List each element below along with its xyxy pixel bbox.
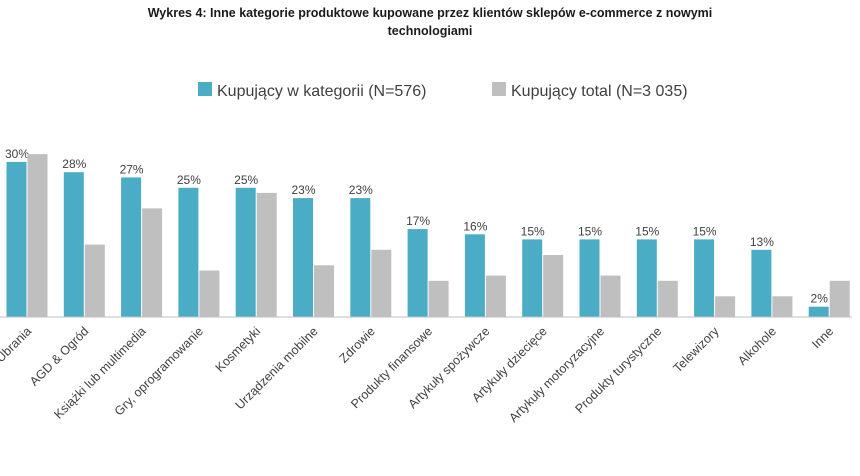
bar-series-1-13 — [751, 249, 772, 317]
x-tick-label-6: Zdrowie — [337, 324, 378, 365]
data-label-2: 27% — [120, 162, 144, 176]
bar-series-2-4 — [256, 192, 277, 317]
data-label-12: 15% — [693, 224, 717, 238]
x-tick-label-10: Artykuły motoryzacyjne — [506, 324, 607, 425]
bar-series-2-14 — [829, 280, 850, 317]
data-label-10: 15% — [578, 224, 602, 238]
bar-series-2-12 — [715, 296, 736, 317]
legend: Kupujący w kategorii (N=576) Kupujący to… — [198, 82, 688, 100]
bar-series-1-3 — [178, 187, 199, 318]
x-tick-label-13: Alkohole — [735, 324, 779, 368]
bar-series-2-9 — [543, 255, 564, 317]
bar-series-1-8 — [464, 234, 485, 317]
bar-series-2-6 — [371, 249, 392, 317]
bar-series-2-10 — [600, 275, 621, 317]
data-label-1: 28% — [62, 157, 86, 171]
bar-series-1-10 — [579, 239, 600, 317]
legend-swatch-series-2 — [492, 82, 506, 96]
bar-series-1-1 — [63, 172, 84, 317]
data-label-3: 25% — [177, 173, 201, 187]
data-label-13: 13% — [750, 235, 774, 249]
bars-group: 30% 28% 27% 25% 25% 23% 23% 17% 16% 15% 15% 15% 15% 1… — [5, 147, 850, 318]
data-label-7: 17% — [406, 214, 430, 228]
bar-series-1-0 — [6, 161, 27, 317]
bar-series-2-5 — [314, 265, 334, 317]
x-tick-label-1: AGD & Ogród — [27, 324, 91, 388]
data-label-4: 25% — [234, 173, 258, 187]
data-label-6: 23% — [349, 183, 373, 197]
bar-series-2-1 — [84, 244, 105, 317]
data-label-14: 2% — [811, 292, 829, 306]
bar-series-2-13 — [772, 296, 793, 317]
bar-series-1-7 — [407, 229, 428, 317]
data-label-0: 30% — [5, 147, 29, 161]
bar-series-1-9 — [522, 239, 543, 317]
bar-series-1-6 — [350, 198, 371, 317]
data-label-11: 15% — [635, 224, 659, 238]
x-tick-label-14: Inne — [809, 324, 836, 351]
chart-title-line-1: Wykres 4: Inne kategorie produktowe kupo… — [147, 6, 713, 20]
data-label-8: 16% — [463, 219, 487, 233]
chart-title-line-2: technologiami — [387, 24, 473, 38]
bar-series-2-0 — [27, 154, 48, 317]
bar-series-2-8 — [485, 275, 506, 317]
x-tick-label-12: Telewizory — [671, 324, 723, 376]
bar-series-1-12 — [694, 239, 715, 317]
bar-series-2-3 — [199, 270, 220, 317]
legend-label-series-2: Kupujący total (N=3 035) — [511, 83, 688, 100]
legend-label-series-1: Kupujący w kategorii (N=576) — [217, 83, 426, 100]
bar-series-1-14 — [808, 306, 829, 317]
legend-swatch-series-1 — [198, 82, 212, 96]
bar-series-1-2 — [121, 177, 142, 317]
bar-series-1-5 — [293, 198, 313, 317]
x-tick-label-0: Ubrania — [0, 324, 34, 365]
data-label-5: 23% — [291, 183, 315, 197]
chart-title: Wykres 4: Inne kategorie produktowe kupo… — [0, 4, 860, 40]
bar-series-1-11 — [636, 239, 657, 317]
x-tick-label-4: Kosmetyki — [213, 324, 264, 375]
bar-series-2-2 — [142, 208, 163, 317]
bar-series-2-11 — [657, 280, 678, 317]
bar-series-2-7 — [428, 280, 449, 317]
bar-series-1-4 — [235, 187, 256, 318]
data-label-9: 15% — [521, 224, 545, 238]
